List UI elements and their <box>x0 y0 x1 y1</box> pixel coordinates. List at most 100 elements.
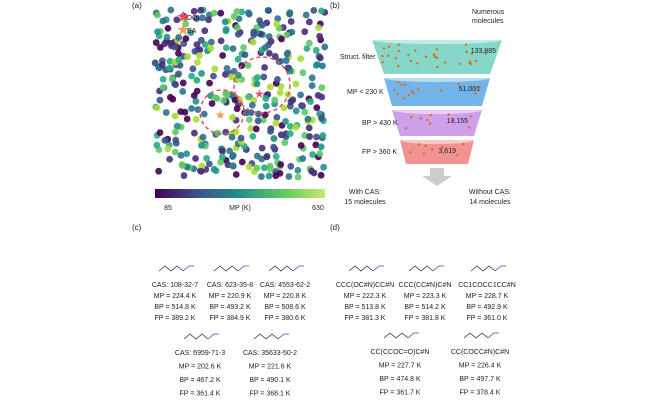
scatter-point <box>153 11 161 19</box>
scatter-point <box>267 127 274 135</box>
scatter-point <box>308 74 316 82</box>
scatter-point <box>205 16 212 24</box>
scatter-point <box>299 155 307 162</box>
compound-fp: FP = 368.1 K <box>250 390 291 397</box>
scatter-point <box>199 14 206 22</box>
molecule-dot <box>412 91 415 95</box>
panel-label: (c) <box>132 223 142 232</box>
scatter-point <box>305 39 313 47</box>
molecule-dot <box>417 143 421 146</box>
star: ★ <box>215 108 226 122</box>
scatter-point <box>319 62 326 70</box>
scatter-point <box>265 172 273 180</box>
compound-bp: BP = 474.8 K <box>379 376 421 383</box>
scatter-point <box>197 6 205 14</box>
scatter-point <box>222 44 230 52</box>
molecule-dot <box>432 53 436 57</box>
scatter-point <box>304 115 312 123</box>
scatter-point <box>167 6 175 14</box>
molecule-dot <box>484 52 488 55</box>
nitrile <box>207 333 219 340</box>
scatter-point <box>167 39 175 47</box>
scatter-point <box>258 21 266 29</box>
scatter-point <box>229 162 237 170</box>
molecule-dot <box>439 89 443 92</box>
scatter-point <box>184 53 191 61</box>
scatter-point <box>318 84 326 92</box>
scatter-point <box>172 136 180 144</box>
scatter-point <box>240 44 248 51</box>
scatter-point <box>231 96 239 104</box>
scatter-point <box>210 9 218 17</box>
compound-bp: BP = 467.2 K <box>179 377 221 384</box>
scatter-point <box>197 36 205 44</box>
molecule-dot <box>443 61 447 64</box>
scatter-point <box>183 150 191 158</box>
scatter-point <box>198 162 206 170</box>
scatter-point <box>263 153 271 161</box>
scatter-point <box>180 12 188 20</box>
highlight-ring <box>233 56 291 114</box>
scatter-point <box>171 80 179 88</box>
molecule-dot <box>467 126 471 129</box>
scatter-point <box>190 129 198 137</box>
scatter-point <box>316 54 324 62</box>
scatter-point <box>278 35 285 43</box>
scatter-point <box>253 152 261 160</box>
scatter-point <box>318 7 325 15</box>
scatter-point <box>154 28 161 36</box>
molecule-dot <box>416 62 419 65</box>
scatter-point <box>151 59 159 67</box>
scatter-point <box>201 27 209 35</box>
scatter-point <box>217 37 225 45</box>
scatter-point <box>230 13 238 20</box>
scatter-point <box>282 57 290 64</box>
molecule-dot <box>394 57 397 60</box>
compound-fp: FP = 381.3 K <box>345 315 386 322</box>
molecule-dot <box>457 83 460 86</box>
scatter-point <box>179 88 187 95</box>
scatter-point <box>277 131 285 139</box>
compound-bp: BP = 514.8 K <box>154 304 196 311</box>
legend-marker: ★ <box>176 9 190 26</box>
scatter-point <box>254 74 261 81</box>
molecule-dot <box>407 93 411 97</box>
scatter-point <box>156 96 164 104</box>
scatter-point <box>222 128 230 136</box>
structure <box>213 265 239 272</box>
molecule-dot <box>435 48 439 51</box>
compound-mp: MP = 228.7 K <box>466 293 509 300</box>
molecule-dot <box>424 55 428 59</box>
scatter-point <box>175 56 183 64</box>
scatter-point <box>308 82 316 89</box>
scatter-point <box>207 44 215 52</box>
scatter-point <box>275 58 283 65</box>
scatter-point <box>316 32 324 40</box>
funnel: Struct. filter 133,885 MP < 230 K 51,001 BP … <box>340 36 502 164</box>
molecule-dot <box>468 60 472 63</box>
molecule-dot <box>409 59 413 63</box>
scatter-point <box>317 171 325 179</box>
molecule-dot <box>456 153 459 157</box>
scatter-point <box>312 141 320 149</box>
compound-name: CC1COCC1CC#N <box>458 282 516 289</box>
compound-bp: BP = 497.7 K <box>459 376 501 383</box>
molecule-dot <box>409 151 412 154</box>
molecule-dot <box>474 92 477 95</box>
molecule-dot <box>462 142 465 146</box>
scatter-point <box>164 145 172 153</box>
molecule-dot <box>419 117 422 120</box>
scatter-point <box>282 118 289 125</box>
scatter-point <box>249 132 257 140</box>
scatter-point <box>234 55 242 63</box>
scatter-point <box>312 46 320 54</box>
scatter-point <box>247 109 255 117</box>
compound-mp: MP = 222.3 K <box>344 293 387 300</box>
scatter-point <box>270 135 278 142</box>
scatter-point <box>219 153 226 161</box>
compound-mp: MP = 220.9 K <box>209 293 252 300</box>
panel-label: (b) <box>330 1 340 10</box>
scatter-point <box>244 62 252 69</box>
compound-fp: FP = 381.8 K <box>405 315 446 322</box>
molecule-dot <box>387 45 391 48</box>
